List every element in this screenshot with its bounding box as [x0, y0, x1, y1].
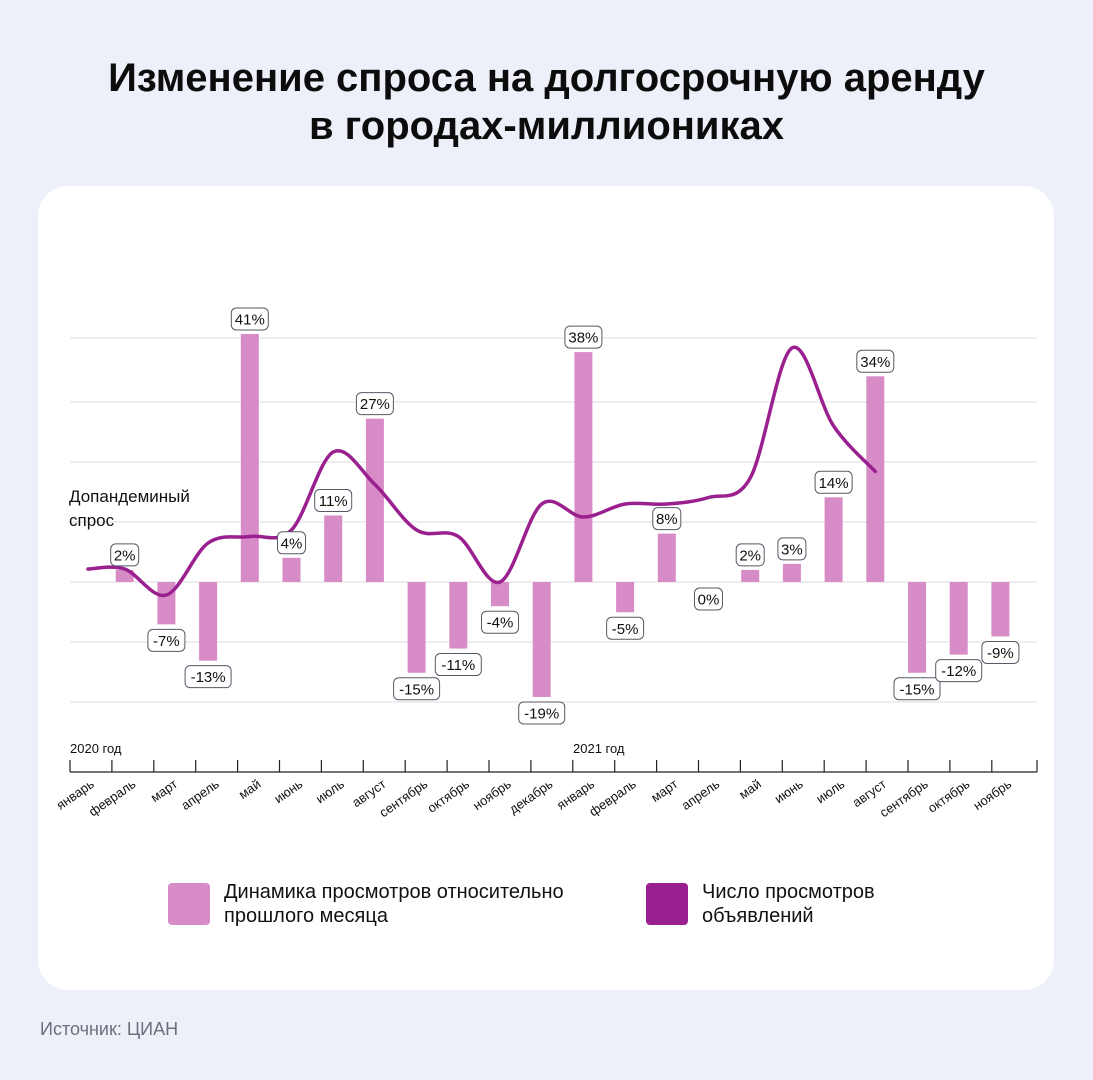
source-note: Источник: ЦИАН — [40, 1019, 179, 1039]
bar — [657, 533, 676, 582]
x-tick-label: июнь — [772, 776, 806, 806]
x-tick-label: ноябрь — [970, 776, 1014, 813]
bar — [574, 352, 593, 582]
bar — [532, 582, 551, 697]
chart-title: Изменение спроса на долгосрочную аренду … — [0, 54, 1093, 150]
data-label: -5% — [612, 621, 639, 638]
data-label: 38% — [568, 330, 598, 347]
x-tick-label: апрель — [679, 776, 723, 813]
x-tick-label: апрель — [178, 776, 222, 813]
data-label: -7% — [153, 633, 180, 650]
data-label-badge — [652, 507, 682, 531]
data-label: 8% — [656, 511, 678, 528]
bar — [866, 376, 885, 582]
x-tick-label: февраль — [86, 776, 139, 819]
data-label: -11% — [441, 657, 475, 674]
legend-label-line: Число просмотров объявлений — [702, 881, 875, 927]
x-tick-label: июль — [813, 776, 847, 806]
data-label: 3% — [781, 541, 803, 558]
data-label-badge — [277, 531, 306, 555]
data-label-badge — [110, 543, 140, 567]
data-label-badge — [230, 307, 269, 331]
x-tick-label: октябрь — [925, 776, 973, 816]
data-label: 2% — [114, 547, 136, 564]
title-line-1: Изменение спроса на долгосрочную аренду — [108, 56, 985, 100]
year-label-2021: 2021 год — [573, 741, 625, 756]
data-label-badge — [814, 470, 853, 494]
data-label: 11% — [319, 493, 348, 510]
data-label-badge — [777, 537, 807, 561]
data-label-badge — [606, 616, 645, 640]
data-label: 0% — [698, 592, 720, 609]
title-line-2: в городах-миллиониках — [308, 104, 785, 148]
legend-swatch-line — [646, 883, 688, 925]
data-label-badge — [981, 640, 1020, 664]
bar — [157, 582, 176, 625]
bar — [324, 515, 343, 582]
data-label-badge — [856, 349, 895, 373]
x-tick-label: май — [736, 776, 764, 802]
reference-line-label: Допандеминый спрос — [69, 487, 190, 530]
bar — [991, 582, 1010, 637]
data-label: 41% — [235, 311, 265, 328]
bar — [282, 557, 301, 582]
legend-swatch-bars — [168, 883, 210, 925]
legend-label-bars: Динамика просмотров относительно прошлог… — [224, 881, 564, 927]
bar — [199, 582, 218, 661]
data-label-badge — [434, 653, 482, 677]
data-label: 27% — [360, 396, 390, 413]
data-label-badge — [893, 677, 941, 701]
legend-item-bars: Динамика просмотров относительно прошлог… — [168, 880, 604, 928]
bar — [449, 582, 468, 649]
line-series — [86, 345, 878, 598]
data-label-badge — [314, 488, 353, 512]
data-label-badge — [564, 325, 603, 349]
data-label-badge — [393, 677, 441, 701]
data-label-badge — [518, 701, 566, 725]
x-tick-label: март — [648, 776, 680, 805]
data-label: -12% — [941, 663, 976, 680]
data-label: -9% — [987, 645, 1014, 662]
x-tick-label: июль — [313, 776, 347, 806]
data-label: -13% — [191, 669, 226, 686]
data-label-badge — [935, 659, 983, 683]
bar — [491, 582, 509, 607]
bar — [240, 333, 259, 582]
data-label: 2% — [739, 547, 761, 564]
data-label: -4% — [487, 615, 514, 632]
year-label-2020: 2020 год — [70, 741, 122, 756]
data-label-badge — [694, 587, 723, 611]
bar — [908, 582, 926, 673]
data-label-badge — [481, 610, 519, 634]
data-label: 34% — [860, 354, 890, 371]
bar — [407, 582, 426, 673]
data-label-badge — [735, 543, 765, 567]
x-tick-label: октябрь — [424, 776, 472, 816]
data-label: -15% — [399, 681, 434, 698]
x-tick-label: июнь — [271, 776, 305, 806]
x-tick-label: март — [148, 776, 180, 805]
x-tick-label: февраль — [586, 776, 639, 819]
x-tick-label: май — [236, 776, 264, 802]
data-label-badge — [355, 392, 394, 416]
data-label: 4% — [281, 535, 303, 552]
bar — [616, 582, 635, 613]
data-label: -15% — [899, 681, 934, 698]
bar — [365, 418, 384, 582]
bar — [824, 497, 843, 582]
data-label: -19% — [524, 705, 559, 722]
data-label-badge — [184, 665, 232, 689]
legend-item-line: Число просмотров объявлений — [646, 880, 932, 928]
bar — [949, 582, 968, 655]
bar — [741, 569, 760, 582]
data-label: 14% — [819, 475, 849, 492]
x-tick-label: декабрь — [506, 776, 555, 817]
data-label-badge — [147, 628, 186, 652]
bar — [782, 563, 801, 582]
